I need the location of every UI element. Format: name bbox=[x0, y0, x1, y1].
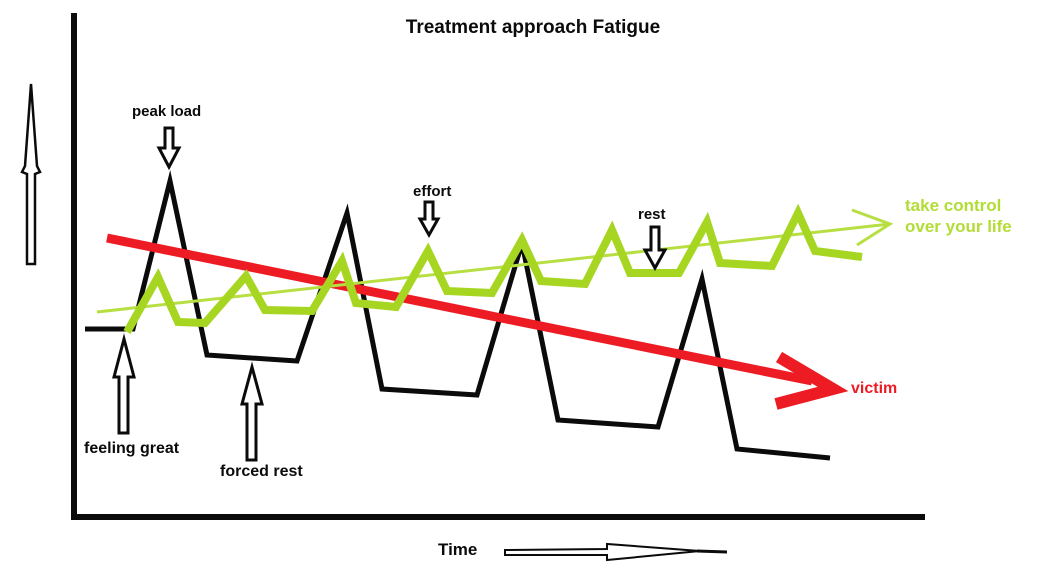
peak-load-down-arrow bbox=[156, 126, 182, 171]
time-axis-arrow bbox=[504, 542, 701, 562]
peak-load-label: peak load bbox=[132, 103, 202, 120]
forced-rest-label: forced rest bbox=[220, 463, 303, 480]
victim-trend-line bbox=[106, 233, 813, 386]
take-control-label: take control over your life bbox=[905, 196, 1012, 236]
effort-down-arrow bbox=[417, 200, 441, 239]
rest-down-arrow bbox=[642, 225, 668, 272]
victim-curve bbox=[85, 169, 831, 461]
feeling-great-up-arrow bbox=[112, 333, 136, 435]
y-axis-up-arrow bbox=[20, 83, 42, 266]
page-title: Treatment approach Fatigue bbox=[405, 17, 661, 38]
time-axis-label: Time bbox=[438, 540, 478, 559]
rest-label: rest bbox=[638, 206, 666, 223]
control-trend-arrowhead bbox=[851, 208, 894, 247]
victim-trend-arrowhead bbox=[774, 351, 849, 410]
forced-rest-up-arrow bbox=[240, 361, 264, 462]
control-curve bbox=[123, 203, 863, 334]
victim-label: victim bbox=[851, 380, 898, 397]
time-axis-arrow-tip bbox=[696, 549, 728, 554]
effort-label: effort bbox=[413, 183, 452, 200]
feeling-great-label: feeling great bbox=[84, 440, 180, 457]
